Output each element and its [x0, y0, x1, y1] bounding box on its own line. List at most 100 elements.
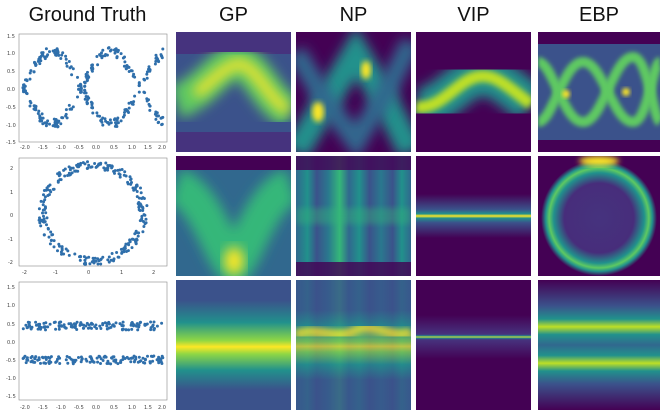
scatter-point [127, 65, 131, 69]
scatter-point [34, 323, 38, 327]
x-tick: 1.5 [144, 145, 152, 151]
scatter-point [115, 55, 119, 59]
x-tick: 1.0 [128, 145, 136, 151]
scatter-point [132, 72, 136, 76]
scatter-point [141, 207, 145, 210]
scatter-point [42, 200, 46, 204]
scatter-point [59, 320, 63, 324]
scatter-point [36, 327, 40, 331]
vip-heatmap-row-1 [416, 32, 531, 152]
scatter-point [24, 323, 28, 327]
scatter-point [24, 78, 27, 82]
scatter-point [87, 163, 91, 167]
scatter-point [49, 355, 53, 359]
scatter-point [105, 324, 109, 328]
scatter-point [69, 322, 73, 326]
scatter-point [107, 46, 111, 50]
scatter-point [65, 355, 69, 358]
scatter-point [76, 75, 79, 79]
scatter-point [75, 328, 79, 331]
scatter-point [146, 354, 149, 358]
scatter-point [39, 199, 43, 203]
scatter-point [73, 360, 77, 364]
scatter-points-sine [21, 46, 165, 129]
scatter-point [100, 120, 104, 124]
scatter-point [138, 321, 142, 325]
scatter-point [64, 112, 68, 116]
scatter-point [44, 328, 47, 332]
scatter-point [133, 232, 137, 236]
scatter-point [138, 202, 142, 206]
scatter-point [152, 320, 156, 324]
scatter-point [54, 327, 58, 331]
scatter-point [45, 121, 49, 125]
x-tick: 0.5 [110, 405, 118, 411]
scatter-point [91, 63, 94, 67]
scatter-point [23, 84, 27, 88]
scatter-point [104, 119, 108, 123]
scatter-point [134, 242, 138, 246]
x-tick: 2.0 [158, 145, 166, 151]
scatter-point [39, 361, 42, 365]
scatter-point [131, 186, 135, 190]
y-tick: 1.0 [7, 51, 15, 57]
scatter-point [77, 84, 80, 88]
np-heatmap-row-2 [296, 156, 411, 276]
x-tick: -0.5 [74, 405, 84, 411]
scatter-point [120, 323, 124, 327]
scatter-point [148, 69, 152, 73]
vip-heatmap-row-3 [416, 280, 531, 410]
scatter-point [21, 327, 25, 331]
scatter-point [115, 251, 119, 254]
scatter-point [120, 168, 124, 171]
scatter-point [122, 113, 126, 117]
scatter-point [95, 356, 99, 360]
scatter-point [34, 104, 38, 108]
scatter-point [122, 249, 126, 253]
scatter-point [99, 362, 102, 365]
scatter-point [130, 321, 134, 325]
x-tick: 2 [152, 270, 156, 276]
y-tick: -1.5 [6, 394, 16, 400]
scatter-point [49, 239, 53, 242]
scatter-point [44, 47, 48, 51]
scatter-point [90, 321, 93, 325]
scatter-point [91, 106, 95, 110]
scatter-point [123, 55, 126, 59]
scatter-point [46, 227, 50, 231]
y-tick: -0.5 [6, 105, 16, 111]
scatter-point [48, 242, 52, 246]
scatter-point [136, 328, 140, 332]
scatter-point [79, 90, 83, 94]
y-tick: 0.5 [7, 69, 15, 75]
scatter-point [76, 95, 79, 99]
scatter-point [113, 51, 117, 55]
scatter-point [129, 360, 133, 364]
scatter-point [127, 328, 131, 332]
scatter-point [59, 57, 63, 60]
scatter-point [97, 162, 101, 166]
scatter-point [57, 171, 61, 175]
scatter-point [108, 118, 112, 122]
scatter-point [154, 117, 158, 121]
y-tick: 0.0 [7, 340, 15, 346]
scatter-point [112, 359, 116, 363]
scatter-point [40, 112, 44, 116]
scatter-point [71, 105, 75, 109]
scatter-point [86, 96, 90, 100]
scatter-point [42, 214, 45, 218]
scatter-point [153, 62, 157, 66]
scatter-point [88, 355, 92, 359]
scatter-point [84, 357, 88, 361]
scatter-point [53, 51, 57, 55]
y-tick: -1.0 [6, 123, 16, 129]
scatter-point [123, 111, 126, 114]
scatter-point [134, 357, 138, 361]
scatter-point [121, 320, 125, 324]
x-tick: 0 [87, 270, 91, 276]
scatter-point [28, 104, 32, 108]
scatter-point [94, 259, 98, 263]
scatter-point [123, 245, 127, 248]
scatter-point [140, 217, 144, 221]
scatter-point [69, 166, 73, 170]
